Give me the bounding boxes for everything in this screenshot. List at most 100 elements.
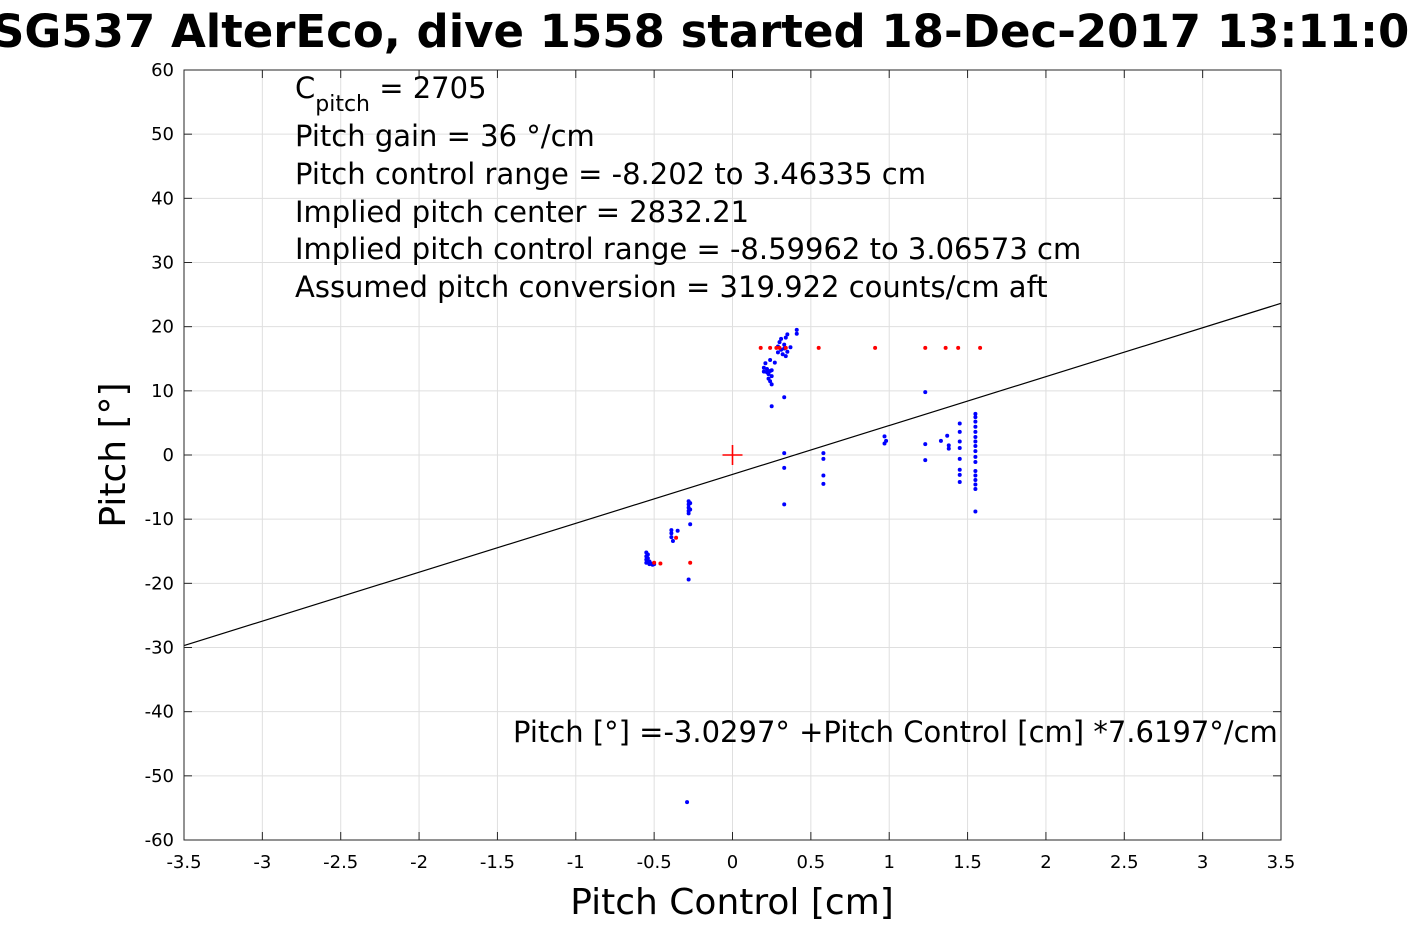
- x-tick-label: 2.5: [1110, 852, 1139, 873]
- chart-title: SG537 AlterEco, dive 1558 started 18-Dec…: [0, 5, 1410, 58]
- data-point: [956, 345, 961, 350]
- data-point: [782, 502, 787, 507]
- data-point: [782, 465, 787, 470]
- data-point: [973, 473, 978, 478]
- y-tick-label: 20: [151, 317, 174, 338]
- data-point: [764, 367, 769, 372]
- data-point: [794, 327, 799, 332]
- data-point: [785, 332, 790, 337]
- data-point: [973, 444, 978, 449]
- data-point: [688, 560, 693, 565]
- data-point: [761, 365, 766, 370]
- data-point: [670, 538, 675, 543]
- data-point: [816, 345, 821, 350]
- data-point: [758, 345, 763, 350]
- data-point: [688, 501, 693, 506]
- data-point: [783, 345, 788, 350]
- y-tick-label: 10: [151, 381, 174, 402]
- data-point: [973, 429, 978, 434]
- data-point: [957, 429, 962, 434]
- data-point: [763, 361, 768, 366]
- data-point: [973, 439, 978, 444]
- data-point: [669, 535, 674, 540]
- data-point: [779, 336, 784, 341]
- data-point: [821, 481, 826, 486]
- y-tick-label: -30: [145, 638, 174, 659]
- fit-equation-label: Pitch [°] =-3.0297° +Pitch Control [cm] …: [513, 715, 1278, 749]
- y-tick-label: -50: [145, 766, 174, 787]
- axis-ticks: -3.5 -3 -2.5 -2 -1.5 -1 -0.5 0 0.5 1 1.5 2 2.5 3 3.5 -6…: [145, 60, 1296, 873]
- data-point: [652, 560, 657, 565]
- data-point: [923, 442, 928, 447]
- annotation-c-pitch: Cpitch = 2705: [295, 71, 487, 117]
- y-tick-label: -20: [145, 573, 174, 594]
- data-point: [923, 345, 928, 350]
- data-point: [768, 345, 773, 350]
- data-point: [973, 509, 978, 514]
- data-point: [923, 390, 928, 395]
- data-point: [973, 454, 978, 459]
- data-point: [957, 467, 962, 472]
- data-point: [973, 415, 978, 420]
- x-tick-label: 3: [1197, 852, 1208, 873]
- data-point: [973, 435, 978, 440]
- data-point: [973, 449, 978, 454]
- data-point: [821, 456, 826, 461]
- data-point: [780, 352, 785, 357]
- data-point: [769, 368, 774, 373]
- data-point: [782, 342, 787, 347]
- data-point: [685, 800, 690, 805]
- data-point: [674, 535, 679, 540]
- y-tick-label: 50: [151, 124, 174, 145]
- data-point: [978, 345, 983, 350]
- data-point: [957, 456, 962, 461]
- annotation-pitch-gain: Pitch gain = 36 °/cm: [295, 119, 595, 153]
- x-tick-label: 2: [1040, 852, 1051, 873]
- data-point: [785, 349, 790, 354]
- data-point: [973, 424, 978, 429]
- data-point: [882, 441, 887, 446]
- data-point: [946, 446, 951, 451]
- x-tick-label: 3.5: [1267, 852, 1296, 873]
- data-point: [774, 345, 779, 350]
- data-point: [873, 345, 878, 350]
- annotation-conversion: Assumed pitch conversion = 319.922 count…: [295, 270, 1048, 304]
- data-point: [669, 531, 674, 536]
- data-point: [957, 439, 962, 444]
- data-point: [973, 469, 978, 474]
- data-point: [777, 345, 782, 350]
- data-point: [882, 434, 887, 439]
- data-point: [946, 443, 951, 448]
- data-point: [644, 560, 649, 565]
- data-point: [768, 379, 773, 384]
- data-point: [794, 331, 799, 336]
- data-point: [821, 473, 826, 478]
- data-point: [669, 528, 674, 533]
- data-point: [772, 360, 777, 365]
- data-point: [658, 561, 663, 566]
- fit-line: [183, 302, 1282, 647]
- data-point: [943, 345, 948, 350]
- data-point: [769, 374, 774, 379]
- x-tick-label: 1: [883, 852, 894, 873]
- scatter-points: [644, 327, 983, 805]
- data-point: [686, 577, 691, 582]
- x-tick-label: 1.5: [953, 852, 982, 873]
- data-point: [973, 419, 978, 424]
- data-point: [783, 354, 788, 359]
- data-point: [782, 451, 787, 456]
- y-tick-label: 60: [151, 60, 174, 81]
- annotation-control-range: Pitch control range = -8.202 to 3.46335 …: [295, 157, 926, 191]
- fit-line-group: [183, 302, 1282, 647]
- data-point: [973, 411, 978, 416]
- y-tick-label: -10: [145, 509, 174, 530]
- data-point: [783, 335, 788, 340]
- x-axis-label: Pitch Control [cm]: [570, 882, 894, 923]
- data-point: [766, 372, 771, 377]
- data-point: [957, 421, 962, 426]
- data-point: [761, 369, 766, 374]
- x-tick-label: -2: [410, 852, 428, 873]
- data-point: [686, 511, 691, 516]
- data-point: [945, 433, 950, 438]
